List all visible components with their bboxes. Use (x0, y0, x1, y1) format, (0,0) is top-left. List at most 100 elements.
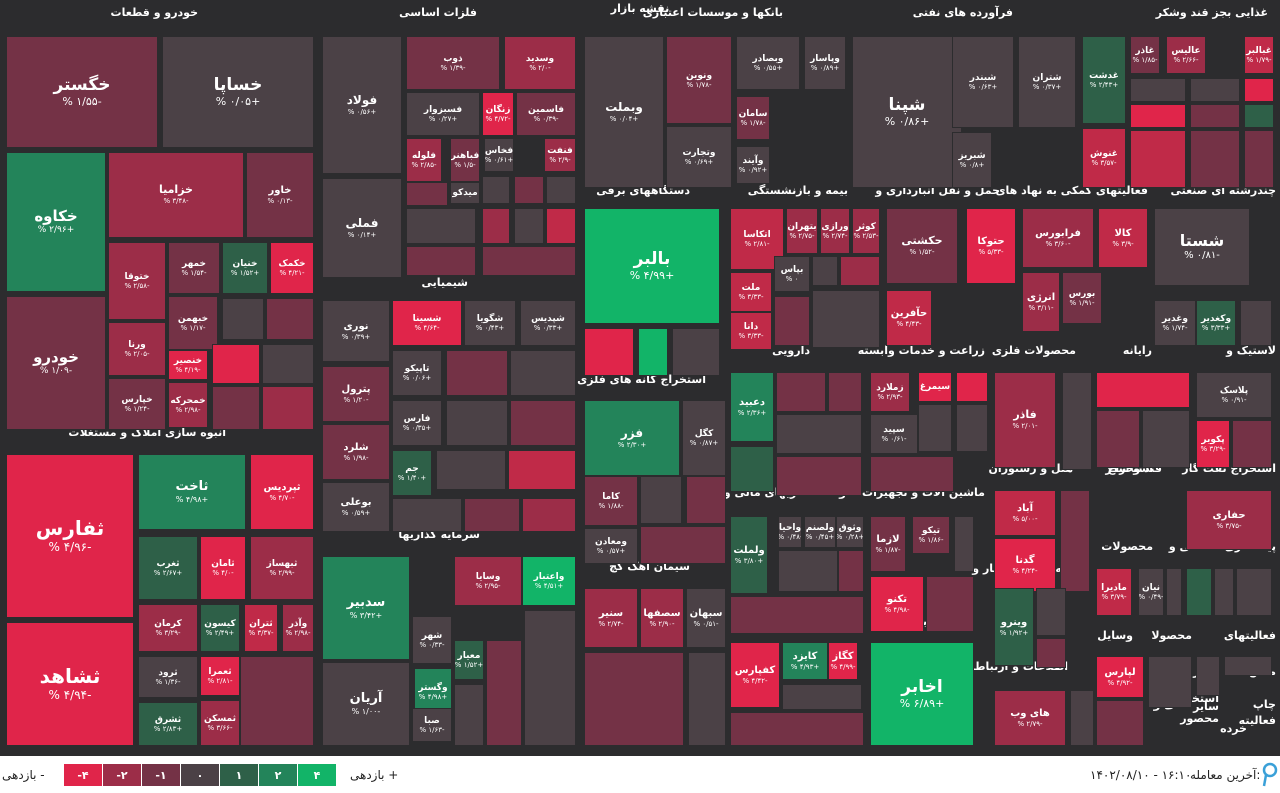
small-symbol-tile[interactable] (464, 498, 520, 532)
small-symbol-tile[interactable] (1130, 104, 1186, 128)
small-symbol-tile[interactable] (482, 176, 510, 204)
symbol-tile[interactable]: سامان -۱/۷۸ % (736, 96, 770, 140)
small-symbol-tile[interactable] (482, 208, 510, 244)
symbol-tile[interactable]: ثرود -۱/۳۶ % (138, 656, 198, 698)
symbol-tile[interactable]: ثفارس -۴/۹۶ % (6, 454, 134, 618)
small-symbol-tile[interactable] (956, 404, 988, 452)
symbol-tile[interactable]: نوری +۰/۳۹ % (322, 300, 390, 362)
symbol-tile[interactable]: شپنا +۰/۸۶ % (852, 36, 962, 188)
symbol-tile[interactable]: غنوش -۳/۵۷ % (1082, 128, 1126, 188)
small-symbol-tile[interactable] (1190, 78, 1240, 102)
symbol-tile[interactable]: وآذر -۲/۹۸ % (282, 604, 314, 652)
symbol-tile[interactable]: ثعمرا -۲/۸۱ % (200, 656, 240, 696)
symbol-tile[interactable]: سصفها -۲/۹۰ % (640, 588, 684, 648)
small-symbol-tile[interactable] (510, 350, 576, 396)
symbol-tile[interactable]: آریان -۱/۰۰ % (322, 662, 410, 746)
symbol-tile[interactable]: خبهمن -۱/۱۷ % (168, 296, 218, 350)
small-symbol-tile[interactable] (486, 640, 522, 746)
symbol-tile[interactable]: کرمان -۳/۲۹ % (138, 604, 198, 652)
symbol-tile[interactable]: کالا -۳/۹ % (1098, 208, 1148, 268)
small-symbol-tile[interactable] (482, 246, 576, 276)
small-symbol-tile[interactable] (436, 450, 506, 490)
symbol-tile[interactable]: خنیان +۱/۵۲ % (222, 242, 268, 294)
symbol-tile[interactable]: ثپردیس -۴/۷۰ % (250, 454, 314, 530)
small-symbol-tile[interactable] (446, 350, 508, 396)
small-symbol-tile[interactable] (514, 176, 544, 204)
symbol-tile[interactable]: وبملت +۰/۰۴ % (584, 36, 664, 188)
symbol-tile[interactable]: شبندر +۰/۶۳ % (952, 36, 1014, 128)
small-symbol-tile[interactable] (510, 400, 576, 446)
small-symbol-tile[interactable] (1190, 130, 1240, 188)
small-symbol-tile[interactable] (240, 656, 314, 746)
small-symbol-tile[interactable] (584, 328, 634, 376)
symbol-tile[interactable]: ثمسکن -۳/۶۶ % (200, 700, 240, 746)
small-symbol-tile[interactable] (918, 404, 952, 452)
symbol-tile[interactable]: واعتبار +۴/۵۱ % (522, 556, 576, 606)
symbol-tile[interactable]: لپارس -۴/۹۲ % (1096, 656, 1144, 698)
symbol-tile[interactable]: وثوق +۰/۲۸ % (836, 516, 864, 548)
symbol-tile[interactable]: فملی +۰/۱۴ % (322, 178, 402, 278)
symbol-tile[interactable]: ثشرق +۲/۸۳ % (138, 702, 198, 746)
symbol-tile[interactable]: وسدید -۲/۰ % (504, 36, 576, 90)
symbol-tile[interactable]: حکشتی -۱/۵۲ % (886, 208, 958, 284)
symbol-tile[interactable]: سبهان -۰/۵۱ % (686, 588, 726, 648)
small-symbol-tile[interactable] (1214, 568, 1234, 616)
symbol-tile[interactable]: کوثر -۲/۵۳ % (852, 208, 880, 254)
symbol-tile[interactable]: شلرد -۱/۹۸ % (322, 424, 390, 480)
symbol-tile[interactable]: غبالبر -۱/۷۹ % (1244, 36, 1274, 74)
symbol-tile[interactable]: شهر -۰/۳۳ % (412, 616, 452, 664)
small-symbol-tile[interactable] (1036, 588, 1066, 636)
symbol-tile[interactable]: غاذر -۱/۸۵ % (1130, 36, 1160, 74)
symbol-tile[interactable]: فباهنر -۱/۵ % (450, 138, 480, 182)
symbol-tile[interactable]: ورازی -۲/۷۴ % (820, 208, 850, 254)
symbol-tile[interactable]: ثبهساز -۲/۹۹ % (250, 536, 314, 600)
symbol-tile[interactable]: فاذر -۲/۰۱ % (994, 372, 1056, 468)
symbol-tile[interactable]: ثامان -۴/۰ % (200, 536, 246, 600)
symbol-tile[interactable]: میدکو (450, 182, 480, 204)
symbol-tile[interactable]: فسبزوار +۰/۲۷ % (406, 92, 480, 136)
small-symbol-tile[interactable] (1196, 656, 1220, 696)
small-symbol-tile[interactable] (222, 298, 264, 340)
symbol-tile[interactable]: زنگان -۴/۷۲ % (482, 92, 514, 136)
symbol-tile[interactable]: ونوین -۱/۷۸ % (666, 36, 732, 124)
symbol-tile[interactable]: ومعادن +۰/۵۷ % (584, 528, 638, 564)
small-symbol-tile[interactable] (1148, 656, 1192, 708)
symbol-tile[interactable]: شتران +۰/۳۷ % (1018, 36, 1076, 128)
small-symbol-tile[interactable] (262, 386, 314, 430)
symbol-tile[interactable]: فاسمین -۰/۳۹ % (516, 92, 576, 136)
small-symbol-tile[interactable] (838, 550, 864, 592)
small-symbol-tile[interactable] (1186, 568, 1212, 616)
small-symbol-tile[interactable] (776, 372, 826, 412)
symbol-tile[interactable]: پترول -۱/۲۰ % (322, 366, 390, 422)
small-symbol-tile[interactable] (266, 298, 314, 340)
symbol-tile[interactable]: وآیند +۰/۹۲ % (736, 146, 770, 184)
small-symbol-tile[interactable] (640, 526, 726, 564)
small-symbol-tile[interactable] (1232, 420, 1272, 468)
symbol-tile[interactable]: صبا -۱/۶۳ % (412, 708, 452, 742)
symbol-tile[interactable]: خزامیا -۳/۴۸ % (108, 152, 244, 238)
small-symbol-tile[interactable] (212, 386, 260, 430)
info-icon[interactable] (1262, 762, 1278, 788)
symbol-tile[interactable]: لازما -۱/۸۷ % (870, 516, 906, 572)
symbol-tile[interactable]: سیمرغ (918, 372, 952, 402)
small-symbol-tile[interactable] (1036, 638, 1066, 668)
small-symbol-tile[interactable] (1240, 300, 1272, 346)
small-symbol-tile[interactable] (1244, 78, 1274, 102)
symbol-tile[interactable]: نیان -۰/۴۹ % (1138, 568, 1164, 616)
small-symbol-tile[interactable] (776, 414, 862, 454)
symbol-tile[interactable]: خمحرکه -۲/۹۸ % (168, 382, 208, 428)
symbol-tile[interactable]: کاما -۱/۸۸ % (584, 476, 638, 526)
small-symbol-tile[interactable] (730, 446, 774, 492)
symbol-tile[interactable]: دانا -۳/۳۳ % (730, 312, 772, 350)
small-symbol-tile[interactable] (392, 498, 462, 532)
small-symbol-tile[interactable] (514, 208, 544, 244)
symbol-tile[interactable]: فولاد +۰/۵۶ % (322, 36, 402, 174)
small-symbol-tile[interactable] (406, 246, 476, 276)
symbol-tile[interactable]: سدبیر +۳/۴۲ % (322, 556, 410, 660)
symbol-tile[interactable]: وسایا -۲/۹۵ % (454, 556, 522, 606)
small-symbol-tile[interactable] (1070, 690, 1094, 746)
small-symbol-tile[interactable] (406, 208, 476, 244)
small-symbol-tile[interactable] (812, 256, 838, 286)
small-symbol-tile[interactable] (730, 596, 864, 634)
small-symbol-tile[interactable] (1244, 130, 1274, 188)
